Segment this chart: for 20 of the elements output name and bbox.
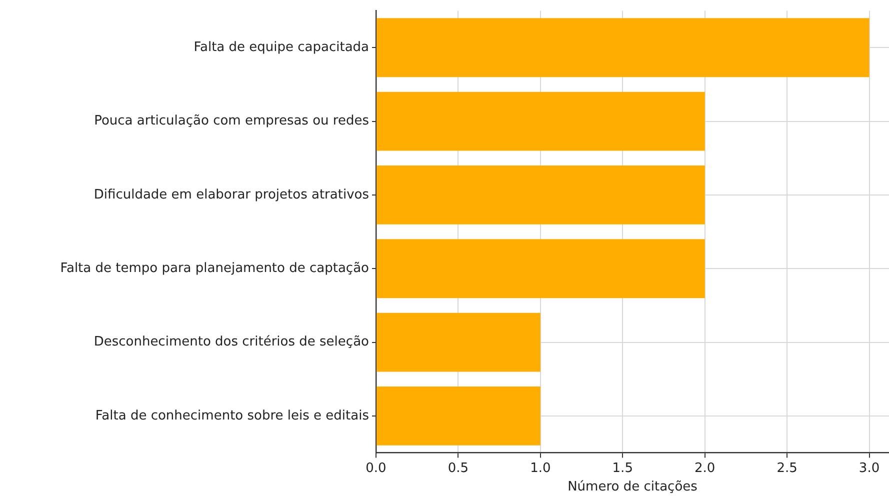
bar xyxy=(376,239,705,298)
x-tick-label: 1.5 xyxy=(612,460,633,476)
x-tick-label: 0.5 xyxy=(448,460,469,476)
y-tick-label: Dificuldade em elaborar projetos atrativos xyxy=(94,187,370,202)
y-tick-label: Falta de equipe capacitada xyxy=(194,40,369,56)
x-tick-label: 3.0 xyxy=(858,460,880,476)
bar xyxy=(376,166,705,224)
bar xyxy=(376,92,705,151)
x-tick-label: 1.0 xyxy=(530,460,551,476)
y-tick-label: Falta de conhecimento sobre leis e editais xyxy=(95,408,370,424)
x-tick-label: 2.0 xyxy=(694,460,716,476)
y-tick-label: Pouca articulação com empresas ou redes xyxy=(94,114,370,129)
x-tick-label: 2.5 xyxy=(776,460,798,476)
bar xyxy=(376,18,870,78)
bar xyxy=(376,386,540,446)
x-tick-label: 0.0 xyxy=(366,460,386,476)
y-tick-label: Desconhecimento dos critérios de seleção xyxy=(94,334,370,350)
y-tick-label: Falta de tempo para planejamento de captação xyxy=(60,261,370,276)
x-axis-title: Número de citações xyxy=(568,480,698,495)
bar xyxy=(376,312,540,372)
